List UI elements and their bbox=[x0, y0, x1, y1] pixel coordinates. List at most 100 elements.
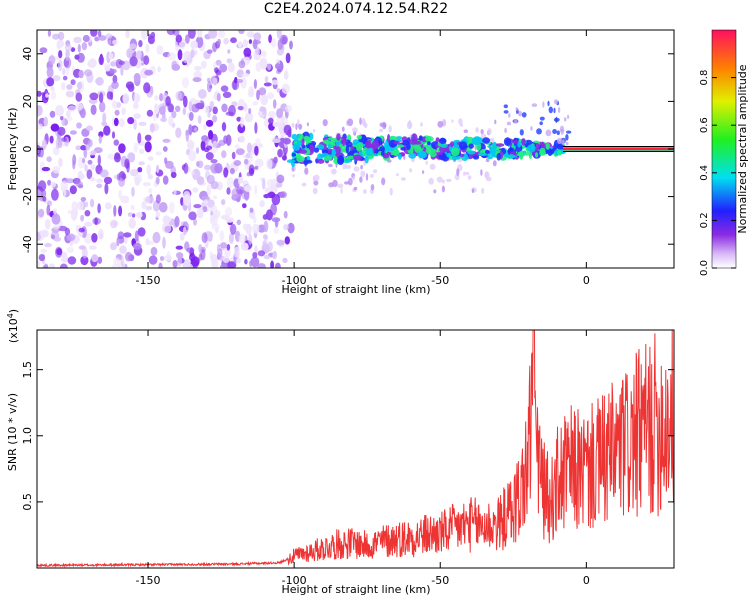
spectrogram-noise-blob bbox=[263, 254, 271, 260]
spectrogram-signal-blob bbox=[353, 154, 363, 161]
spectrogram-signal-blob bbox=[503, 137, 512, 146]
spectrogram-noise-blob bbox=[224, 207, 233, 217]
spectrogram-noise-blob bbox=[486, 176, 492, 182]
spectrogram-noise-blob bbox=[145, 205, 153, 211]
spectrogram-noise-blob bbox=[208, 30, 218, 39]
spectrogram-noise-blob bbox=[212, 140, 218, 148]
x-tick-label: -100 bbox=[282, 574, 307, 587]
spectrogram-noise-blob bbox=[257, 263, 266, 268]
spectrogram-signal-blob bbox=[548, 106, 553, 114]
spectrogram-signal-blob bbox=[303, 135, 310, 142]
spectrogram-noise-blob bbox=[268, 34, 272, 44]
spectrogram-y-label: Frequency (Hz) bbox=[6, 108, 19, 191]
spectrogram-noise-blob bbox=[209, 251, 213, 260]
spectrogram-noise-blob bbox=[236, 257, 242, 264]
spectrogram-noise-blob bbox=[365, 173, 369, 181]
colorbar-tick-label: 0.8 bbox=[699, 70, 710, 86]
spectrogram-noise-blob bbox=[124, 235, 128, 245]
spectrogram-noise-blob bbox=[81, 158, 86, 164]
spectrogram-noise-blob bbox=[46, 156, 52, 163]
spectrogram-noise-blob bbox=[254, 158, 264, 168]
spectrogram-signal-blob bbox=[347, 150, 356, 157]
spectrogram-noise-blob bbox=[467, 175, 472, 180]
spectrogram-noise-blob bbox=[322, 119, 328, 127]
spectrogram-noise-blob bbox=[212, 195, 218, 200]
spectrogram-signal-blob bbox=[492, 141, 497, 150]
spectrogram-signal-blob bbox=[517, 151, 524, 157]
spectrogram-noise-blob bbox=[441, 185, 445, 193]
spectrogram-noise-blob bbox=[212, 106, 218, 115]
spectrogram-noise-blob bbox=[58, 157, 63, 168]
spectrogram-noise-blob bbox=[217, 248, 223, 259]
spectrogram-noise-blob bbox=[94, 217, 98, 226]
spectrogram-noise-blob bbox=[124, 158, 130, 169]
spectrogram-noise-blob bbox=[53, 236, 62, 242]
spectrogram-noise-blob bbox=[37, 90, 42, 97]
spectrogram-noise-blob bbox=[201, 195, 211, 202]
spectrogram-noise-blob bbox=[190, 40, 198, 49]
spectrogram-noise-blob bbox=[171, 63, 181, 71]
spectrogram-noise-blob bbox=[244, 185, 252, 192]
spectrogram-noise-blob bbox=[79, 108, 86, 119]
spectrogram-noise-blob bbox=[70, 47, 76, 52]
spectrogram-signal-blob bbox=[313, 147, 320, 153]
spectrogram-noise-blob bbox=[259, 143, 263, 148]
spectrogram-noise-blob bbox=[113, 139, 120, 146]
colorbar-tick-label: 0.4 bbox=[699, 165, 710, 181]
spectrogram-noise-blob bbox=[90, 198, 95, 208]
spectrogram-noise-blob bbox=[76, 122, 82, 129]
spectrogram-noise-blob bbox=[40, 229, 49, 238]
spectrogram-noise-blob bbox=[474, 143, 477, 151]
spectrogram-noise-blob bbox=[91, 233, 98, 243]
spectrogram-signal-blob bbox=[534, 148, 539, 152]
spectrogram-signal-blob bbox=[518, 110, 522, 117]
spectrogram-noise-blob bbox=[328, 163, 333, 168]
snr-multiplier: (x104) bbox=[6, 309, 20, 343]
spectrogram-noise-blob bbox=[207, 112, 211, 118]
colorbar-tick-label: 0.6 bbox=[699, 117, 710, 133]
spectrogram-noise-blob bbox=[174, 216, 180, 228]
spectrogram-noise-blob bbox=[339, 183, 344, 189]
spectrogram-noise-blob bbox=[456, 168, 460, 177]
spectrogram-signal-blob bbox=[374, 148, 379, 154]
spectrogram-noise-blob bbox=[242, 39, 249, 48]
spectrogram-noise-blob bbox=[148, 188, 153, 194]
spectrogram-noise-blob bbox=[203, 199, 208, 205]
spectrogram-noise-blob bbox=[144, 141, 152, 153]
spectrogram-signal-blob bbox=[565, 134, 569, 141]
spectrogram-signal-blob bbox=[392, 148, 400, 157]
spectrogram-noise-blob bbox=[158, 202, 168, 213]
spectrogram-noise-blob bbox=[238, 30, 245, 35]
spectrogram-noise-blob bbox=[248, 108, 252, 115]
spectrogram-noise-blob bbox=[205, 145, 213, 150]
spectrogram-signal-blob bbox=[292, 143, 301, 151]
spectrogram-noise-blob bbox=[106, 91, 113, 100]
spectrogram-noise-blob bbox=[147, 174, 154, 180]
spectrogram-noise-blob bbox=[197, 115, 202, 124]
spectrogram-noise-blob bbox=[227, 261, 237, 268]
spectrogram-noise-blob bbox=[41, 166, 51, 172]
spectrogram-noise-blob bbox=[254, 122, 258, 134]
spectrogram-signal-blob bbox=[389, 136, 398, 141]
spectrogram-noise-blob bbox=[155, 194, 161, 204]
spectrogram-noise-blob bbox=[226, 187, 231, 195]
spectrogram-noise-blob bbox=[259, 57, 268, 70]
spectrogram-noise-blob bbox=[381, 177, 386, 186]
spectrogram-noise-blob bbox=[169, 201, 175, 214]
spectrogram-noise-blob bbox=[62, 75, 68, 81]
spectrogram-noise-blob bbox=[128, 43, 137, 50]
spectrogram-noise-blob bbox=[348, 177, 353, 186]
spectrogram-noise-blob bbox=[155, 176, 160, 185]
spectrogram-noise-blob bbox=[69, 185, 77, 195]
spectrogram-noise-blob bbox=[185, 130, 189, 142]
spectrogram-noise-blob bbox=[235, 148, 245, 156]
y-tick-label: 40 bbox=[21, 47, 34, 61]
spectrogram-noise-blob bbox=[193, 127, 198, 133]
spectrogram-noise-blob bbox=[80, 145, 87, 151]
spectrogram-noise-blob bbox=[276, 239, 285, 246]
spectrogram-noise-blob bbox=[188, 101, 193, 112]
spectrogram-signal-blob bbox=[345, 141, 353, 148]
spectrogram-noise-blob bbox=[117, 231, 125, 240]
spectrogram-noise-blob bbox=[97, 256, 103, 264]
spectrogram-noise-blob bbox=[48, 263, 55, 268]
